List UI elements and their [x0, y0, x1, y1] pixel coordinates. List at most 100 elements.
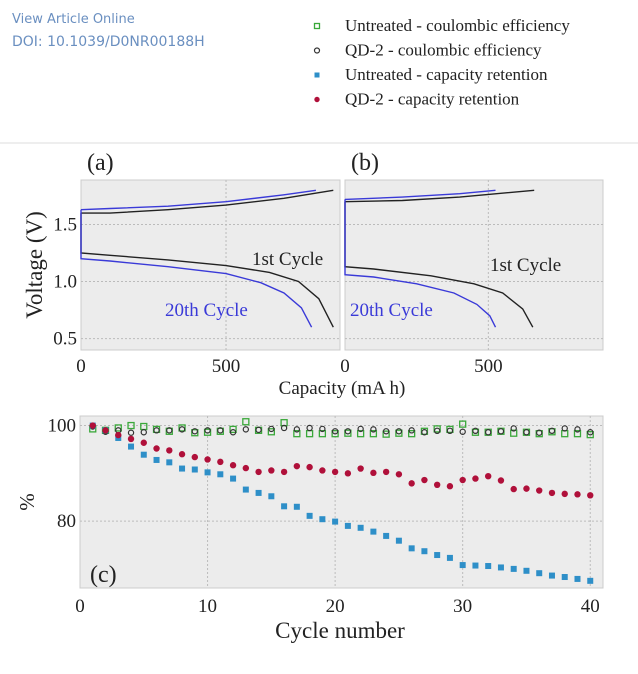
point-series-3 [102, 427, 109, 434]
point-series-1 [229, 429, 237, 436]
point-series-0 [573, 430, 582, 438]
y-tick-label: 80 [57, 511, 76, 532]
watermark-doi[interactable]: DOI: 10.1039/D0NR00188H [12, 34, 205, 50]
annotation-1: 20th Cycle [165, 300, 248, 321]
point-series-3 [472, 475, 479, 482]
point-series-1 [370, 426, 377, 433]
point-series-1 [395, 428, 403, 435]
point-series-2 [306, 512, 313, 519]
point-series-1 [153, 427, 160, 434]
point-series-3 [115, 431, 122, 439]
point-series-2 [383, 532, 390, 539]
legend-marker-1 [313, 47, 321, 54]
point-series-3 [395, 471, 403, 478]
point-series-2 [242, 486, 249, 493]
point-series-3 [382, 468, 390, 476]
point-series-1 [459, 428, 466, 435]
point-series-3 [280, 468, 288, 476]
point-series-1 [127, 429, 135, 436]
x-tick-label: 40 [581, 596, 600, 617]
point-series-3 [229, 462, 237, 469]
point-series-3 [459, 476, 466, 484]
point-series-2 [536, 570, 543, 577]
point-series-0 [267, 428, 275, 436]
point-series-3 [306, 463, 313, 471]
point-series-2 [140, 451, 147, 458]
point-series-3 [127, 435, 135, 443]
point-series-1 [548, 427, 556, 435]
point-series-2 [255, 489, 262, 496]
x-tick-label: 500 [212, 356, 241, 377]
point-series-3 [319, 467, 326, 474]
point-series-3 [587, 492, 594, 499]
point-series-1 [306, 424, 313, 432]
point-series-3 [344, 470, 352, 477]
point-series-1 [331, 428, 339, 435]
point-series-0 [471, 428, 480, 436]
point-series-3 [331, 468, 339, 476]
point-series-2 [421, 548, 428, 555]
curve-1st-charge [81, 189, 334, 214]
panel-label-0: (a) [87, 150, 114, 176]
point-series-1 [587, 429, 594, 436]
point-series-0 [114, 424, 122, 432]
x-tick-label: 0 [76, 356, 86, 377]
point-series-0 [191, 429, 199, 437]
point-series-1 [255, 426, 262, 434]
annotation-1: 20th Cycle [350, 300, 433, 321]
point-series-1 [140, 429, 147, 436]
legend-label-0: Untreated - coulombic efficiency [345, 16, 570, 35]
point-series-1 [242, 426, 250, 433]
x-tick-label: 500 [474, 356, 503, 377]
point-series-3 [446, 483, 454, 490]
point-series-1 [408, 427, 415, 434]
point-series-3 [89, 422, 96, 429]
point-series-1 [268, 425, 275, 433]
point-series-2 [319, 516, 326, 523]
point-series-2 [128, 443, 135, 450]
point-series-0 [127, 421, 135, 430]
point-series-3 [574, 491, 581, 498]
y-axis-label: Voltage (V) [22, 211, 47, 319]
point-series-2 [587, 577, 594, 584]
x-tick-label: 0 [75, 596, 85, 617]
curve-20th-discharge [344, 199, 497, 328]
point-series-1 [191, 428, 199, 435]
point-series-0 [395, 429, 403, 437]
curve-20th-charge [344, 189, 496, 201]
point-series-2 [217, 471, 224, 478]
point-series-2 [191, 466, 198, 473]
point-series-3 [536, 487, 543, 494]
point-series-1 [293, 426, 301, 433]
point-series-1 [497, 428, 505, 435]
point-series-3 [268, 467, 275, 474]
point-series-2 [485, 563, 492, 570]
panel-label-2: (c) [90, 562, 117, 588]
point-series-2 [281, 503, 288, 510]
point-series-1 [446, 427, 454, 435]
point-series-2 [179, 465, 186, 472]
x-axis-label: Capacity (mA h) [279, 378, 406, 399]
point-series-1 [523, 429, 530, 436]
point-series-3 [140, 439, 147, 446]
point-series-1 [510, 425, 517, 432]
point-series-2 [204, 469, 211, 476]
point-series-1 [204, 427, 211, 434]
point-series-0 [408, 430, 416, 438]
point-series-2 [408, 545, 415, 552]
curve-20th-charge [80, 189, 316, 211]
curve-1st-discharge [80, 213, 334, 328]
point-series-3 [433, 481, 441, 488]
point-series-0 [369, 430, 378, 438]
point-series-1 [574, 426, 581, 433]
point-series-3 [497, 477, 505, 484]
point-series-2 [268, 493, 275, 500]
point-series-1 [178, 426, 186, 433]
watermark-view-article[interactable]: View Article Online [12, 12, 135, 27]
x-tick-label: 30 [453, 596, 472, 617]
legend-marker-2 [314, 72, 320, 78]
point-series-3 [421, 476, 428, 484]
legend-label-2: Untreated - capacity retention [345, 65, 548, 84]
point-series-0 [356, 430, 365, 438]
x-tick-label: 0 [340, 356, 350, 377]
